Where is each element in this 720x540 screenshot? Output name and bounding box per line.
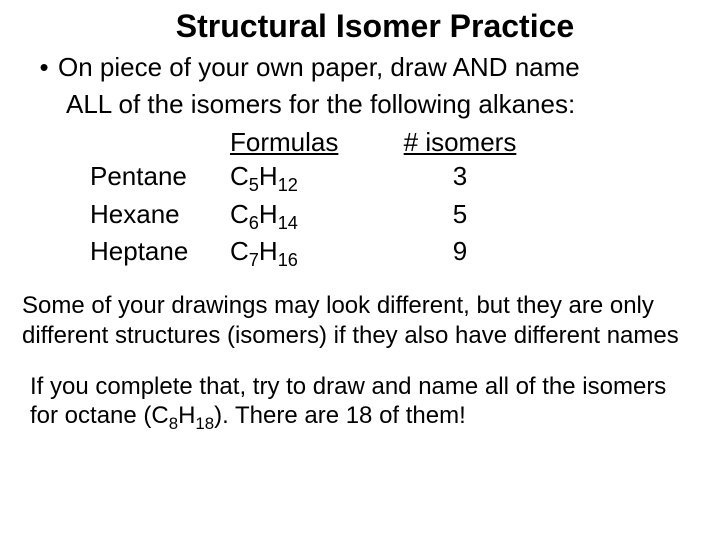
table-header: Formulas # isomers xyxy=(90,126,700,160)
bullet-item: •On piece of your own paper, draw AND na… xyxy=(20,51,700,84)
note-paragraph-2: If you complete that, try to draw and na… xyxy=(20,372,700,435)
bullet-line-2: ALL of the isomers for the following alk… xyxy=(20,88,700,121)
cell-count: 5 xyxy=(390,198,530,236)
header-formula: Formulas xyxy=(230,126,390,160)
bullet-dot: • xyxy=(30,51,58,84)
cell-count: 3 xyxy=(390,160,530,198)
cell-name: Pentane xyxy=(90,160,230,198)
table-row: Hexane C6H14 5 xyxy=(90,198,700,236)
cell-formula: C5H12 xyxy=(230,160,390,198)
note-paragraph-1: Some of your drawings may look different… xyxy=(20,291,700,350)
cell-name: Heptane xyxy=(90,235,230,273)
table-row: Pentane C5H12 3 xyxy=(90,160,700,198)
bullet-line-1: On piece of your own paper, draw AND nam… xyxy=(58,52,580,82)
slide: Structural Isomer Practice •On piece of … xyxy=(0,0,720,540)
cell-name: Hexane xyxy=(90,198,230,236)
table-row: Heptane C7H16 9 xyxy=(90,235,700,273)
cell-formula: C6H14 xyxy=(230,198,390,236)
header-blank xyxy=(90,126,230,160)
isomer-table: Formulas # isomers Pentane C5H12 3 Hexan… xyxy=(90,126,700,273)
cell-formula: C7H16 xyxy=(230,235,390,273)
header-count: # isomers xyxy=(390,126,530,160)
slide-title: Structural Isomer Practice xyxy=(20,8,700,45)
cell-count: 9 xyxy=(390,235,530,273)
